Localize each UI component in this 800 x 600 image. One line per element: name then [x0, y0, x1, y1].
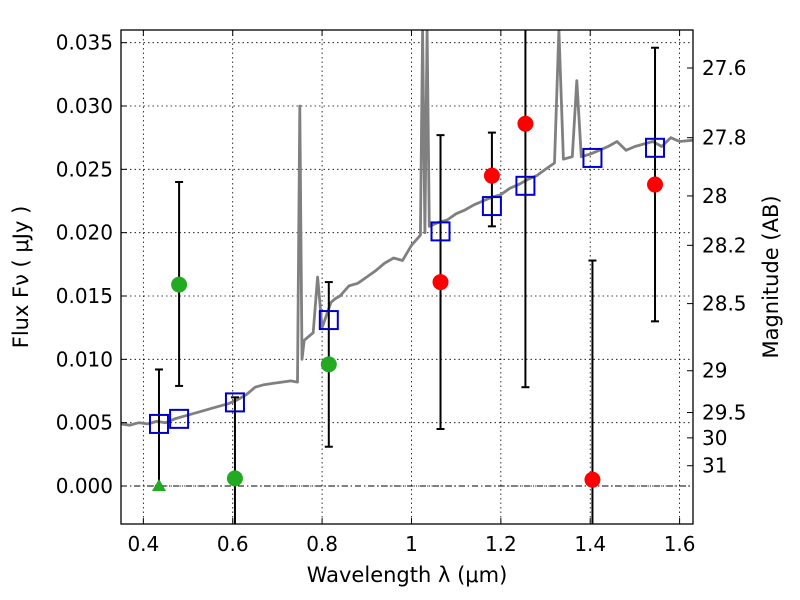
observed-point-red — [647, 176, 664, 193]
x-tick-label: 1 — [405, 532, 418, 556]
mag-tick-label: 29 — [702, 359, 727, 383]
upper-limit-triangle — [151, 479, 166, 491]
mag-tick-label: 27.8 — [702, 126, 747, 150]
mag-tick-label: 30 — [702, 426, 727, 450]
mag-tick-label: 28.5 — [702, 292, 747, 316]
y-tick-label: 0.005 — [56, 411, 113, 435]
x-tick-label: 0.6 — [217, 532, 249, 556]
model-photometry-square — [515, 175, 536, 196]
plot-frame — [120, 29, 694, 525]
magnitude-axis-title: Magnitude (AB) — [759, 195, 783, 358]
mag-tick-label: 29.5 — [702, 401, 747, 425]
y-tick-label: 0.000 — [56, 474, 113, 498]
magnitude-axis-ticks: 27.6 27.8 28 28.2 28.5 29 29.530 31 — [687, 56, 747, 478]
y-tick-label: 0.020 — [56, 221, 113, 245]
observed-point-green — [320, 356, 337, 373]
grid-lines — [121, 30, 693, 524]
mag-tick-label: 27.6 — [702, 56, 747, 80]
observed-point-green — [226, 470, 243, 487]
x-tick-label: 1.2 — [485, 532, 517, 556]
x-axis-title: Wavelength λ (μm) — [307, 563, 508, 587]
observed-point-red — [432, 274, 449, 291]
x-axis-ticks: 0.4 0.6 0.8 1 1.2 1.4 1.6 — [127, 30, 696, 556]
x-tick-label: 1.6 — [664, 532, 696, 556]
y-tick-label: 0.010 — [56, 347, 113, 371]
observed-point-red — [483, 167, 500, 184]
y-axis-ticks: 0.000 0.005 0.010 0.015 0.020 0.025 0.030 0.035 — [56, 31, 127, 498]
y-tick-label: 0.035 — [56, 31, 113, 55]
model-photometry-square — [645, 137, 666, 158]
x-tick-label: 0.4 — [127, 532, 159, 556]
model-photometry-square — [481, 196, 502, 217]
data-points — [148, 115, 666, 491]
model-photometry-square — [318, 310, 339, 331]
y-tick-label: 0.030 — [56, 94, 113, 118]
x-tick-label: 0.8 — [306, 532, 338, 556]
model-photometry-square — [224, 392, 245, 413]
y-axis-title: Flux Fν ( μJy ) — [9, 206, 33, 349]
model-photometry-square — [430, 221, 451, 242]
mag-tick-label: 28 — [702, 184, 727, 208]
sed-model-curve — [121, 30, 693, 427]
errorbars — [154, 30, 660, 524]
mag-tick-label: 31 — [702, 454, 727, 478]
sed-model-line — [121, 30, 693, 427]
mag-tick-label: 28.2 — [702, 233, 747, 257]
y-tick-label: 0.025 — [56, 157, 113, 181]
y-tick-label: 0.015 — [56, 284, 113, 308]
model-photometry-square — [148, 413, 169, 434]
observed-point-red — [584, 471, 601, 488]
observed-point-green — [171, 276, 188, 293]
x-tick-label: 1.4 — [574, 532, 606, 556]
model-photometry-square — [169, 408, 190, 429]
observed-point-red — [517, 115, 534, 132]
model-photometry-square — [582, 147, 603, 168]
